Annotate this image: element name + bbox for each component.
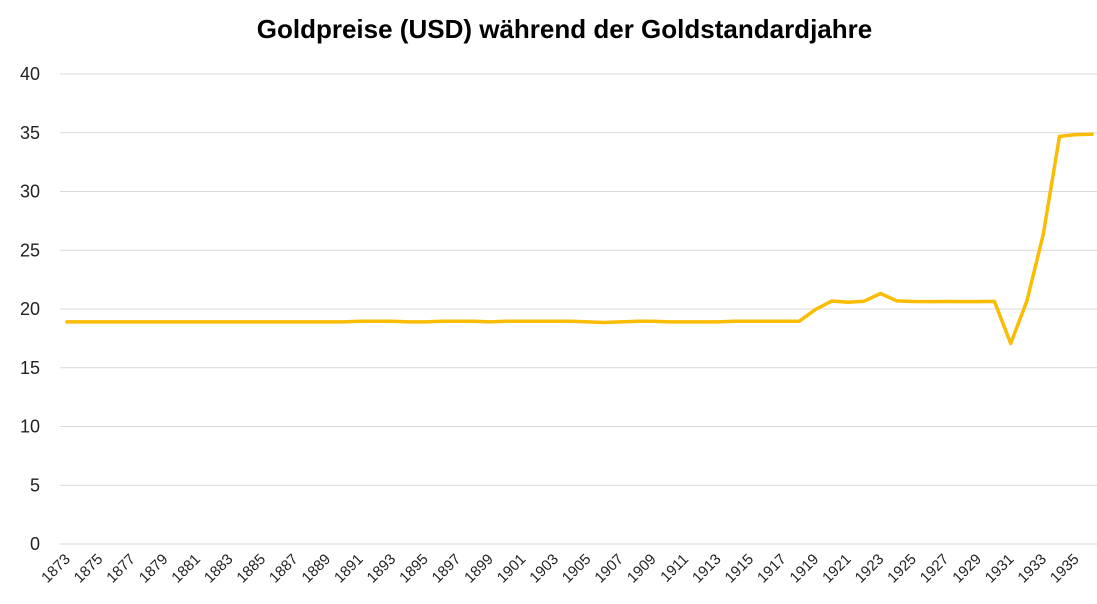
x-tick-label: 1919 (787, 551, 823, 587)
x-tick-label: 1903 (526, 551, 562, 587)
x-tick-label: 1921 (819, 551, 855, 587)
x-tick-label: 1875 (71, 551, 107, 587)
x-tick-label: 1899 (461, 551, 497, 587)
x-tick-label: 1885 (233, 551, 269, 587)
y-tick-label: 5 (30, 475, 40, 495)
x-tick-label: 1909 (624, 551, 660, 587)
x-tick-label: 1891 (331, 551, 367, 587)
y-tick-label: 35 (20, 123, 40, 143)
x-tick-label: 1927 (917, 551, 953, 587)
chart-title: Goldpreise (USD) während der Goldstandar… (256, 14, 873, 44)
x-tick-label: 1935 (1047, 551, 1083, 587)
gold-price-line (65, 132, 1094, 346)
x-tick-label: 1913 (689, 551, 725, 587)
x-tick-label: 1895 (396, 551, 432, 587)
x-tick-label: 1905 (559, 551, 595, 587)
x-tick-label: 1915 (722, 551, 758, 587)
y-tick-label: 40 (20, 64, 40, 84)
x-tick-label: 1897 (429, 551, 465, 587)
x-tick-label: 1931 (982, 551, 1018, 587)
x-tick-label: 1893 (364, 551, 400, 587)
x-tick-label: 1917 (754, 551, 790, 587)
x-tick-label: 1929 (949, 551, 985, 587)
y-tick-label: 10 (20, 417, 40, 437)
x-tick-label: 1923 (852, 551, 888, 587)
x-tick-label: 1907 (591, 551, 627, 587)
x-tick-label: 1873 (38, 551, 74, 587)
x-tick-label: 1887 (266, 551, 302, 587)
y-tick-label: 30 (20, 182, 40, 202)
x-tick-label: 1901 (494, 551, 530, 587)
x-tick-label: 1879 (136, 551, 172, 587)
y-tick-label: 0 (30, 534, 40, 554)
x-tick-label: 1933 (1014, 551, 1050, 587)
x-tick-label: 1889 (299, 551, 335, 587)
y-tick-label: 15 (20, 358, 40, 378)
x-tick-label: 1925 (884, 551, 920, 587)
y-tick-label: 20 (20, 299, 40, 319)
y-tick-label: 25 (20, 240, 40, 260)
x-tick-label: 1881 (168, 551, 204, 587)
x-tick-label: 1911 (657, 551, 692, 586)
x-tick-label: 1877 (103, 551, 139, 587)
x-tick-label: 1883 (201, 551, 237, 587)
